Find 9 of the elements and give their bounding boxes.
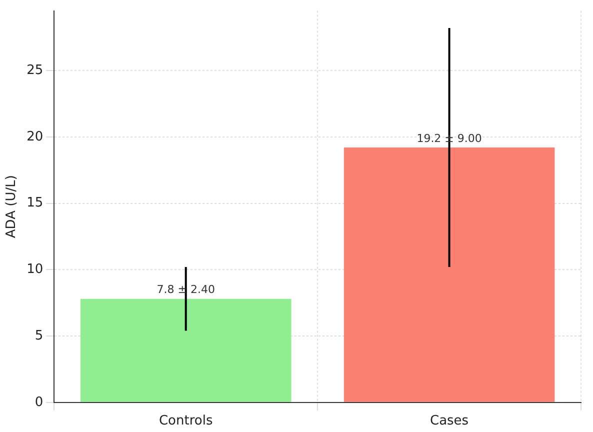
y-tick-label: 15	[26, 196, 44, 211]
y-tick-label: 20	[26, 129, 44, 144]
y-tick-label: 25	[26, 62, 44, 78]
y-tick-label: 5	[34, 328, 44, 344]
y-axis-title: ADA (U/L)	[4, 175, 20, 238]
x-tick-label: Cases	[430, 414, 469, 429]
y-tick-label: 10	[26, 262, 44, 278]
x-tick-label: Controls	[158, 414, 213, 429]
y-tick-label: 0	[34, 394, 44, 410]
